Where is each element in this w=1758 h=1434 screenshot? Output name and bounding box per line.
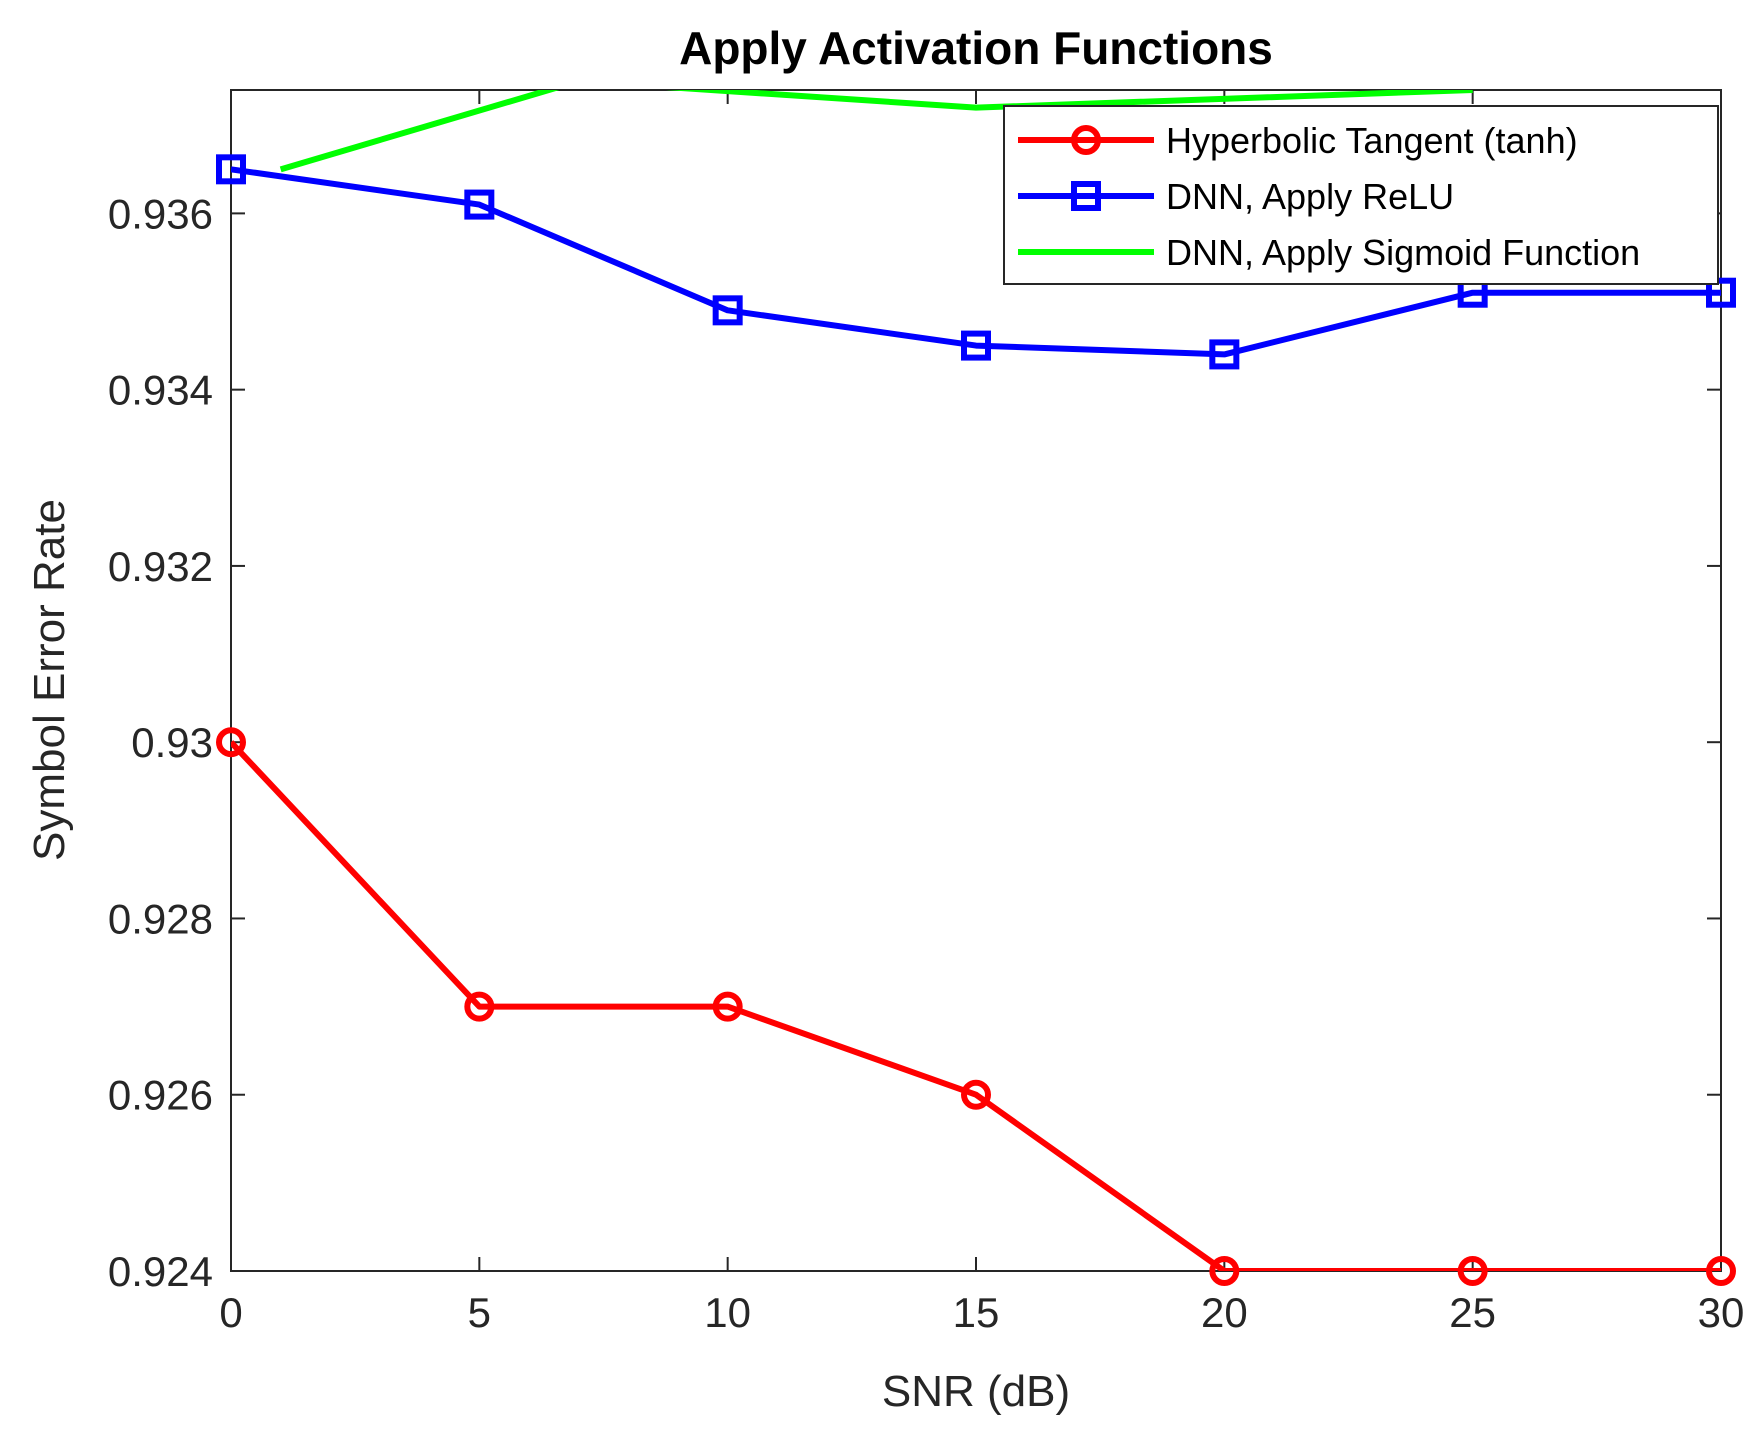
x-tick-labels: 0 5 10 15 20 25 30 — [219, 1289, 1744, 1336]
y-tick-label: 0.93 — [131, 719, 213, 766]
x-tick-label: 0 — [219, 1289, 242, 1336]
y-tick-label: 0.928 — [108, 895, 213, 942]
data-point — [961, 1079, 991, 1110]
series-markers — [216, 154, 1736, 370]
series-line — [279, 90, 1473, 173]
y-tick-label: 0.926 — [108, 1072, 213, 1119]
x-tick-label: 20 — [1201, 1289, 1248, 1336]
series-layer — [216, 90, 1736, 1286]
data-point — [464, 991, 495, 1022]
series-2 — [279, 90, 1473, 173]
legend-marker — [1071, 181, 1101, 211]
y-tick-label: 0.932 — [108, 543, 213, 590]
data-point — [464, 189, 495, 220]
x-tick-label: 5 — [468, 1289, 491, 1336]
series-1 — [231, 166, 1721, 358]
legend-label: Hyperbolic Tangent (tanh) — [1166, 120, 1578, 161]
plot-area — [230, 89, 1722, 1272]
series-0 — [231, 740, 1721, 1271]
legend-item-1: DNN, Apply ReLU — [1018, 176, 1454, 217]
legend-marker — [1071, 125, 1101, 155]
series-line — [231, 166, 1721, 358]
data-point — [1209, 1256, 1240, 1286]
x-tick-label: 30 — [1698, 1289, 1745, 1336]
y-tick-label: 0.934 — [108, 367, 213, 414]
legend-item-0: Hyperbolic Tangent (tanh) — [1018, 120, 1578, 161]
legend: Hyperbolic Tangent (tanh) DNN, Apply ReLU… — [1003, 105, 1719, 285]
y-tick-label: 0.936 — [108, 190, 213, 237]
legend-label: DNN, Apply Sigmoid Function — [1166, 232, 1640, 273]
data-point — [1706, 1256, 1736, 1286]
x-tick-label: 25 — [1449, 1289, 1496, 1336]
data-point — [1457, 1256, 1488, 1286]
chart-title: Apply Activation Functions — [679, 22, 1273, 74]
series-markers — [216, 727, 1736, 1286]
series-line — [231, 740, 1721, 1271]
data-point — [216, 154, 246, 185]
data-point — [712, 991, 743, 1022]
data-point — [1209, 339, 1240, 370]
data-point — [1706, 277, 1736, 308]
x-tick-label: 10 — [704, 1289, 751, 1336]
data-point — [216, 727, 246, 758]
y-axis-label: Symbol Error Rate — [25, 499, 74, 861]
y-tick-label: 0.924 — [108, 1248, 213, 1295]
legend-label: DNN, Apply ReLU — [1166, 176, 1454, 217]
data-point — [961, 330, 991, 361]
y-tick-labels: 0.924 0.926 0.928 0.93 0.932 0.934 0.936 — [108, 190, 213, 1295]
data-point — [712, 295, 743, 326]
legend-item-2: DNN, Apply Sigmoid Function — [1018, 232, 1640, 273]
x-tick-label: 15 — [953, 1289, 1000, 1336]
x-axis-label: SNR (dB) — [882, 1367, 1070, 1416]
